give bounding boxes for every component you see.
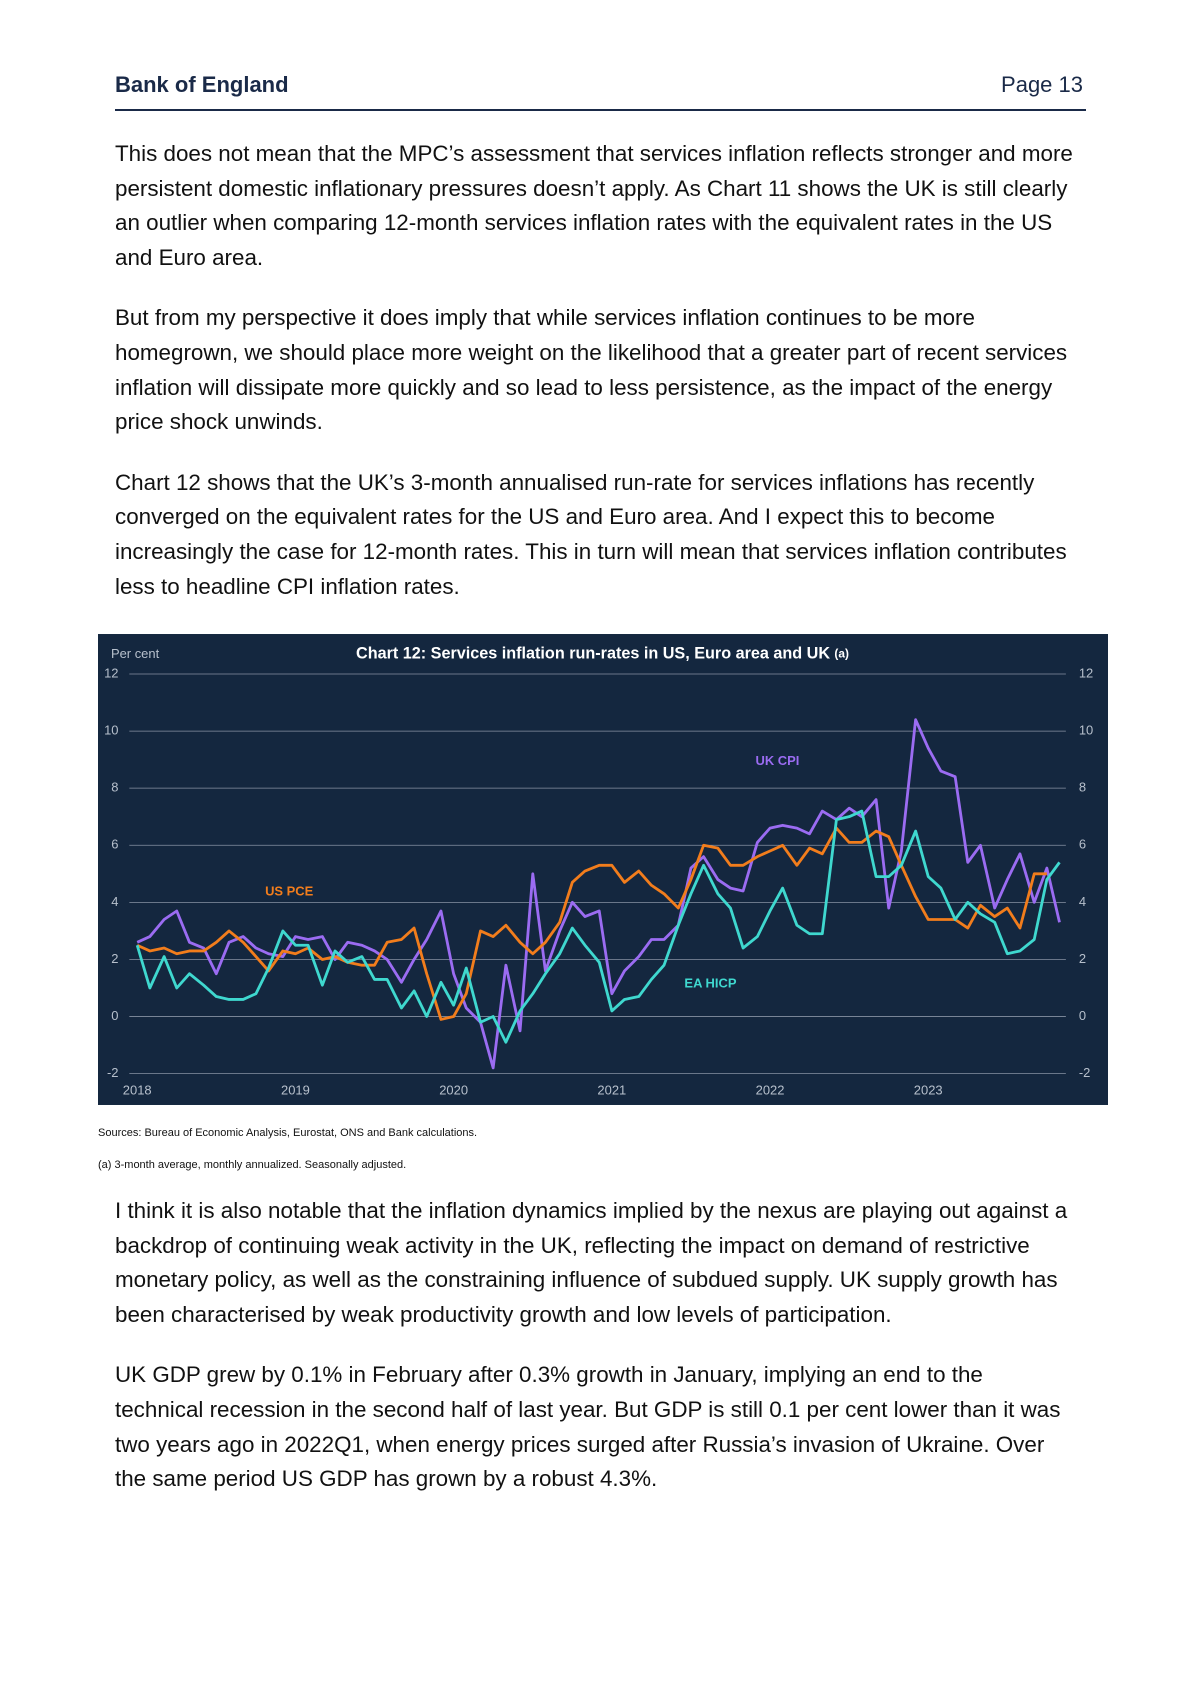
text-block: This does not mean that the MPC’s assess… [115,137,1075,630]
series-line [136,826,1047,1021]
series-label: EA HICP [684,975,736,990]
series-line [135,809,1061,1044]
chart-background [98,634,1108,1105]
y2-tick-label: 8 [1079,780,1086,795]
paragraph: I think it is also notable that the infl… [115,1198,1068,1327]
y2-tick-label: 2 [1079,951,1086,966]
paragraph: But from my perspective it does imply th… [115,305,1068,435]
footnote: (a) 3-month average, monthly annualized.… [98,1159,407,1171]
series-label: UK CPI [756,753,800,768]
paragraph: This does not mean that the MPC’s assess… [115,141,1073,270]
y2-tick-label: -2 [1079,1065,1091,1080]
header-org: Bank of England [115,72,289,97]
paragraph: UK GDP grew by 0.1% in February after 0.… [115,1362,1061,1492]
header-page: Page 13 [1001,72,1083,97]
x-tick-label: 2019 [281,1082,310,1097]
x-tick-label: 2018 [123,1082,152,1097]
y-tick-label: 4 [111,894,118,909]
x-tick-label: 2023 [914,1082,943,1097]
sources: Sources: Bureau of Economic Analysis, Eu… [98,1127,478,1139]
x-tick-label: 2021 [597,1082,626,1097]
y-tick-label: -2 [107,1065,119,1080]
y-tick-label: 6 [111,837,118,852]
y-tick-label: 12 [104,665,118,680]
y-tick-label: 0 [111,1008,118,1023]
series-line [136,718,1061,1070]
title-text: Chart 12: Services inflation run-rates i… [356,645,830,663]
y-tick-label: 10 [104,723,118,738]
y2-tick-label: 4 [1079,894,1086,909]
x-tick-label: 2022 [756,1082,785,1097]
y2-tick-label: 6 [1079,837,1086,852]
chart-title: Chart 12: Services inflation run-rates i… [356,645,849,663]
header-rule [115,109,1086,111]
title-note: (a) [834,647,849,661]
y2-tick-label: 0 [1079,1008,1086,1023]
chart: Per cent Chart 12: Services inflation ru… [98,634,1108,1105]
text-block: I think it is also notable that the infl… [115,1194,1075,1523]
y-axis-label: Per cent [111,646,160,661]
series-label: US PCE [265,884,314,899]
y2-tick-label: 12 [1079,665,1093,680]
y-tick-label: 8 [111,780,118,795]
y2-tick-label: 10 [1079,723,1093,738]
x-tick-label: 2020 [439,1082,468,1097]
y-tick-label: 2 [111,951,118,966]
paragraph: Chart 12 shows that the UK’s 3-month ann… [115,469,1067,599]
